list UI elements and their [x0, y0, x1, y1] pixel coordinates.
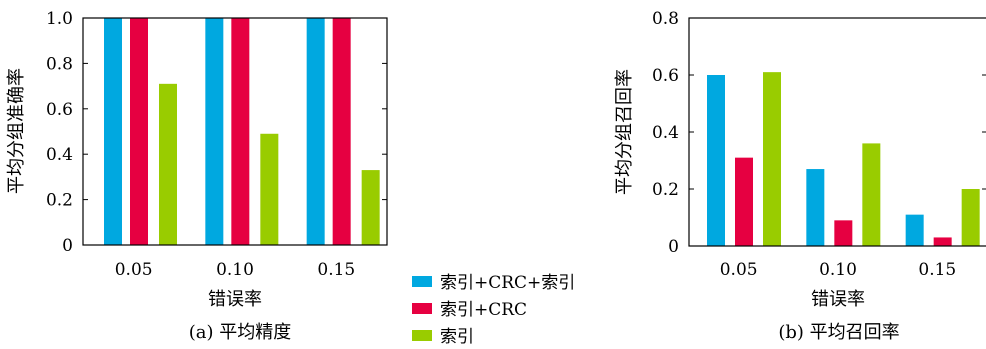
- legend-swatch-2: [412, 303, 432, 314]
- y-tick-label: 0.6: [46, 100, 73, 120]
- x-tick-label: 0.10: [819, 260, 857, 280]
- bar-s1-0.15: [306, 18, 325, 245]
- x-tick-label: 0.05: [720, 260, 758, 280]
- y-tick-label: 0.8: [46, 54, 73, 74]
- bar-s1-0.05: [104, 18, 122, 245]
- x-tick-label: 0.10: [216, 260, 254, 280]
- bar-s1-0.10: [205, 18, 224, 245]
- plot-frame: [688, 17, 986, 247]
- bar-s3-0.10: [862, 143, 881, 246]
- bar-s3-0.05: [159, 83, 177, 245]
- y-tick-label: 1.0: [46, 9, 73, 29]
- bar-s2-0.10: [231, 18, 250, 245]
- y-tick-label: 0.4: [652, 123, 679, 143]
- legend-label-2: 索引+CRC: [440, 300, 527, 320]
- chart-caption: (b) 平均召回率: [778, 322, 899, 343]
- y-tick-label: 0.6: [652, 66, 679, 86]
- chart-b: 0 0.2 0.4 0.6 0.8 0.05 0.10 0.15 错误率 平均分组召回率 (b) 平…: [614, 9, 986, 343]
- y-tick-label: 0.2: [652, 180, 679, 200]
- legend: 索引+CRC+索引 索引+CRC 索引: [412, 273, 575, 347]
- bar-s3-0.15: [361, 170, 380, 245]
- y-axis-label: 平均分组召回率: [614, 69, 635, 195]
- x-tick-label: 0.15: [317, 260, 355, 280]
- chart-caption: (a) 平均精度: [189, 322, 292, 343]
- bar-s2-0.15: [933, 237, 952, 246]
- bar-s2-0.15: [332, 18, 351, 245]
- bar-s3-0.10: [260, 133, 279, 245]
- y-tick-label: 0: [668, 237, 679, 257]
- bar-s1-0.05: [707, 75, 725, 246]
- x-axis-label: 错误率: [208, 289, 262, 310]
- chart-a: 0 0.2 0.4 0.6 0.8 1.0 0.05 0.10 0.15 错误率 平均分组准确率 (a…: [6, 9, 388, 343]
- bar-s1-0.10: [806, 169, 825, 246]
- bar-s2-0.05: [735, 157, 753, 246]
- bar-s3-0.15: [961, 189, 980, 246]
- bar-s2-0.05: [130, 18, 148, 245]
- bar-s3-0.05: [763, 72, 781, 247]
- y-tick-label: 0.8: [652, 9, 679, 29]
- legend-swatch-1: [412, 276, 432, 287]
- y-axis-label: 平均分组准确率: [6, 68, 27, 194]
- legend-swatch-3: [412, 330, 432, 341]
- plot-frame: [82, 17, 388, 246]
- x-tick-label: 0.15: [918, 260, 956, 280]
- x-tick-label: 0.05: [115, 260, 153, 280]
- bar-s1-0.15: [905, 214, 924, 246]
- bar-s2-0.10: [834, 220, 853, 246]
- legend-label-3: 索引: [440, 327, 474, 347]
- y-tick-label: 0.4: [46, 145, 73, 165]
- legend-label-1: 索引+CRC+索引: [440, 273, 575, 293]
- x-axis-label: 错误率: [811, 289, 865, 310]
- y-tick-label: 0.2: [46, 191, 73, 211]
- y-tick-label: 0: [62, 236, 73, 256]
